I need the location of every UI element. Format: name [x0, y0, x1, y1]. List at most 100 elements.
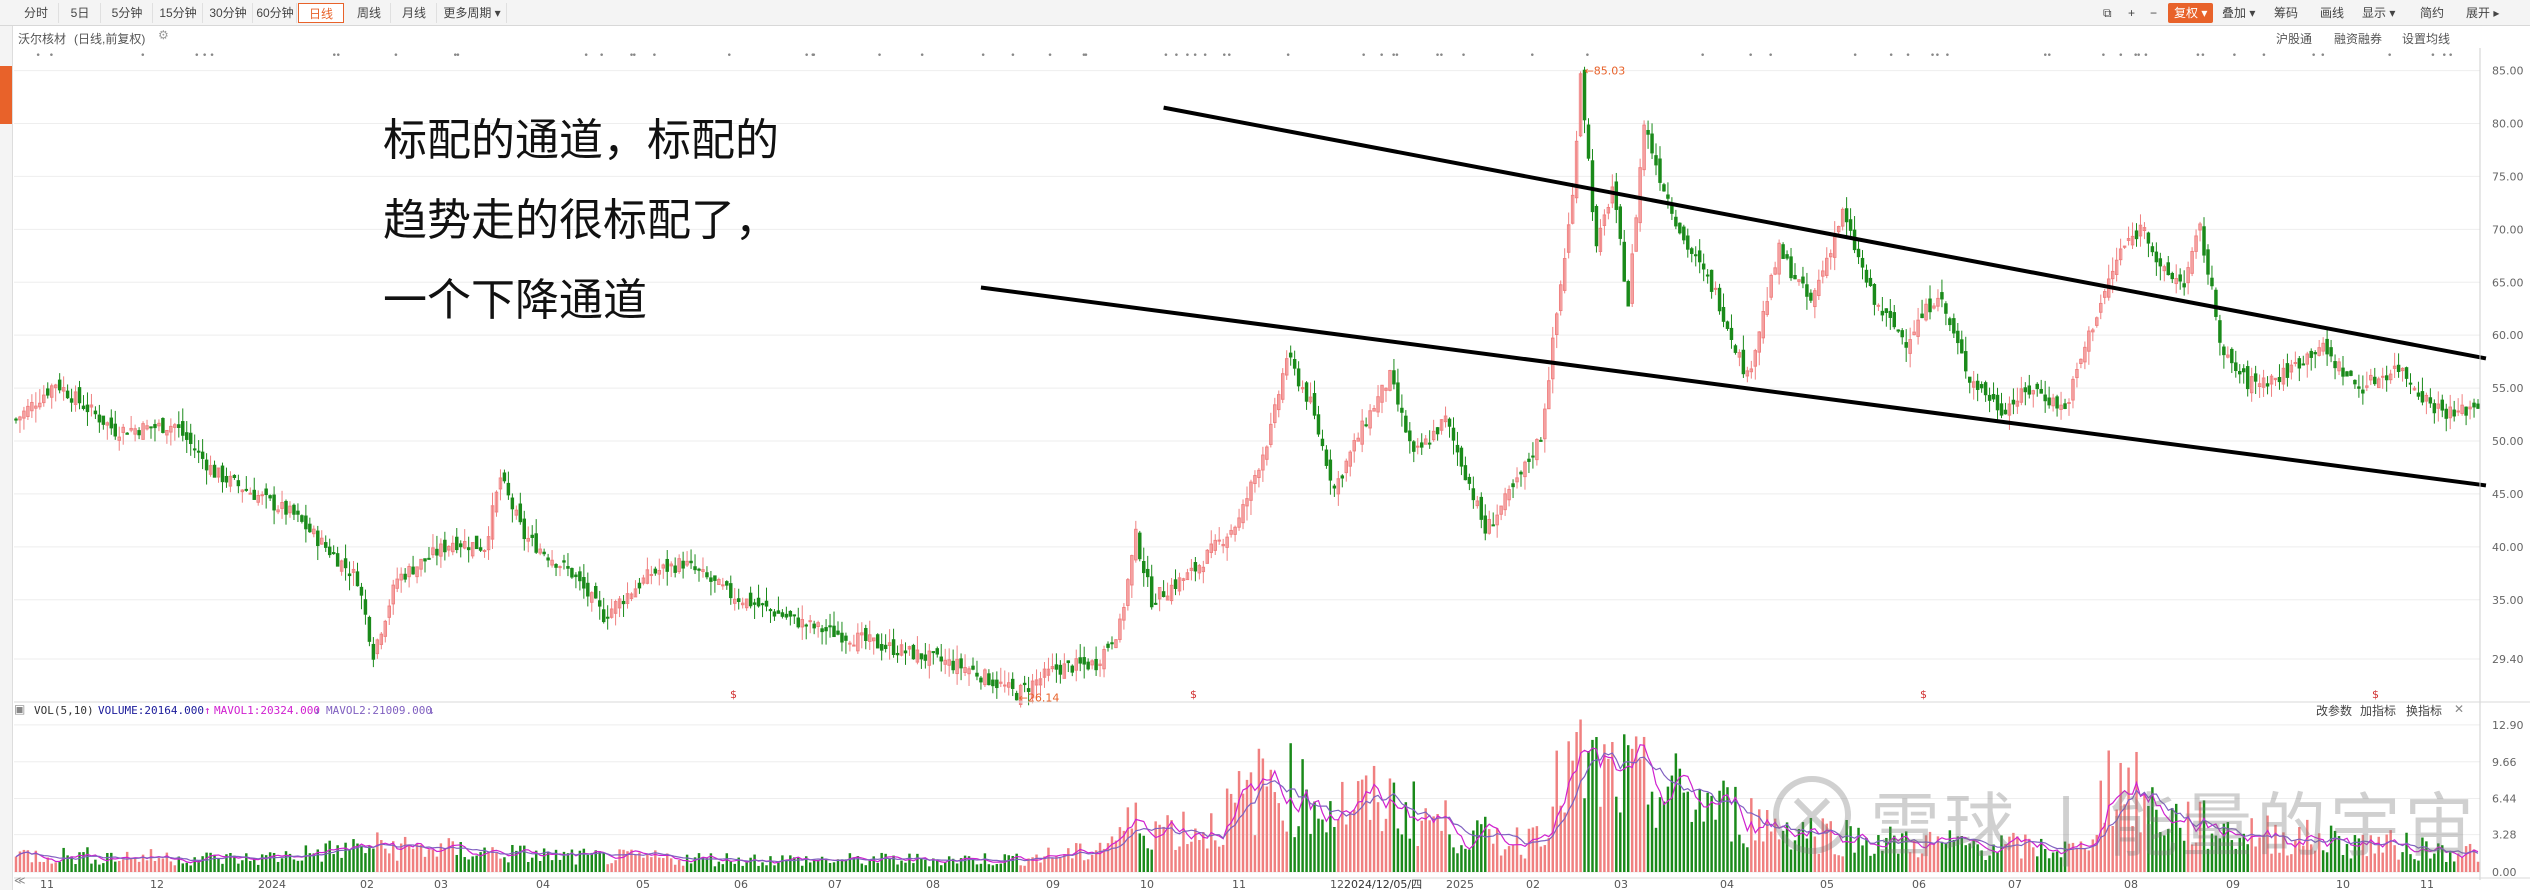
scroll-left-icon[interactable]: ≪ — [14, 875, 26, 887]
candle-body — [2003, 409, 2008, 415]
period-btn-30min[interactable]: 30分钟 — [204, 3, 253, 23]
candle-body — [1705, 274, 1710, 277]
period-toolbar: 分时 5日 5分钟 15分钟 30分钟 60分钟 日线 周线 月线 更多周期 ▾… — [0, 0, 2530, 26]
volume-bar — [1551, 806, 1554, 872]
link-set-ma[interactable]: 设置均线 — [2402, 32, 2451, 46]
candle-body — [212, 464, 217, 478]
period-btn-more[interactable]: 更多周期 ▾ — [438, 3, 507, 23]
volume-bar — [1920, 853, 1924, 872]
volume-bar — [781, 855, 784, 872]
event-dot: • — [2430, 51, 2435, 61]
candle-body — [625, 593, 630, 604]
period-btn-weekly[interactable]: 周线 — [348, 3, 391, 23]
candle-body — [951, 660, 955, 671]
link-margin-trading[interactable]: 融资融券 — [2334, 32, 2383, 46]
candle-body — [339, 560, 344, 572]
volume-bar — [435, 856, 439, 872]
volume-bar — [773, 865, 776, 872]
minus-icon[interactable]: − — [2150, 6, 2158, 20]
candle-body — [1284, 358, 1289, 376]
period-btn-5day[interactable]: 5日 — [60, 3, 101, 23]
event-dot: • — [1905, 51, 1910, 61]
volume-bar — [2294, 840, 2297, 872]
swap-indicator-button[interactable]: 换指标 — [2406, 704, 2443, 718]
volume-bar — [2310, 844, 2313, 872]
candle-body — [2099, 302, 2103, 313]
volume-bar — [213, 854, 216, 872]
volume-bars — [14, 719, 2480, 872]
add-indicator-button[interactable]: 加指标 — [2360, 704, 2397, 718]
simple-mode-button[interactable]: 简约 — [2420, 6, 2445, 20]
candle-body — [1201, 566, 1206, 573]
volume-bar — [538, 860, 542, 872]
volume-bar — [2202, 800, 2206, 872]
candle-body — [1789, 256, 1793, 279]
volume-bar — [2476, 861, 2480, 872]
candle-body — [1912, 331, 1916, 336]
event-dot: • — [2387, 51, 2392, 61]
settings-gear-icon[interactable]: ⚙ — [158, 28, 169, 42]
period-btn-60min[interactable]: 60分钟 — [254, 3, 297, 23]
volume-bar — [249, 861, 252, 872]
candle-body — [109, 417, 114, 429]
period-btn-15min[interactable]: 15分钟 — [154, 3, 203, 23]
candle-body — [2114, 259, 2119, 275]
volume-bar — [832, 862, 836, 872]
volume-bar — [709, 853, 713, 872]
volume-bar — [225, 854, 228, 872]
event-dot: • — [1585, 51, 1590, 61]
copy-icon[interactable]: ⧉ — [2103, 6, 2112, 20]
candle-body — [1261, 454, 1265, 471]
chips-button[interactable]: 筹码 — [2274, 6, 2299, 20]
candle-body — [208, 465, 213, 475]
collapse-icon[interactable]: ▣ — [14, 702, 26, 716]
volume-bar — [808, 862, 812, 872]
volume-bar — [995, 864, 999, 872]
expand-button[interactable]: 展开 ▸ — [2466, 6, 2500, 20]
volume-bar — [1190, 841, 1193, 872]
period-btn-monthly[interactable]: 月线 — [392, 3, 437, 23]
overlay-button[interactable]: 叠加 ▾ — [2222, 6, 2256, 20]
volume-bar — [2393, 845, 2396, 872]
volume-bar — [443, 848, 447, 872]
event-dot: • — [1461, 51, 1466, 61]
candle-body — [1320, 438, 1325, 447]
candle-body — [2464, 406, 2468, 416]
event-dot: • — [1174, 51, 1179, 61]
edit-params-button[interactable]: 改参数 — [2316, 704, 2353, 718]
volume-bar — [1980, 850, 1983, 872]
candle-body — [1880, 310, 1885, 316]
period-btn-5min[interactable]: 5分钟 — [102, 3, 153, 23]
volume-bar — [602, 852, 605, 872]
candle-body — [1495, 514, 1499, 526]
side-tab-marker[interactable] — [0, 66, 12, 124]
candle-body — [248, 492, 253, 495]
candle-body — [1010, 678, 1015, 689]
watermark-brand: 雪球 — [1870, 785, 2018, 867]
volume-bar — [1523, 858, 1527, 872]
candle-body — [2226, 354, 2230, 358]
overlay-label: 叠加 — [2222, 6, 2247, 20]
candle-body — [312, 528, 316, 535]
candle-body — [181, 421, 185, 436]
volume-bar — [1615, 796, 1618, 872]
candle-body — [574, 574, 578, 578]
plus-icon[interactable]: + — [2128, 6, 2136, 20]
draw-line-button[interactable]: 画线 — [2320, 6, 2345, 20]
display-button[interactable]: 显示 ▾ — [2362, 6, 2396, 20]
period-btn-daily[interactable]: 日线 — [298, 3, 344, 23]
volume-bar — [1515, 827, 1519, 872]
candle-body — [1773, 267, 1777, 275]
period-btn-intraday[interactable]: 分时 — [14, 3, 59, 23]
adjust-price-button[interactable]: 复权 ▾ — [2168, 3, 2214, 23]
close-icon[interactable]: ✕ — [2454, 702, 2465, 716]
volume-bar — [1090, 854, 1094, 872]
candle-body — [1562, 258, 1567, 291]
volume-bar — [62, 847, 65, 872]
volume-bar — [1186, 844, 1189, 872]
volume-bar — [1257, 748, 1261, 872]
candle-body — [1165, 595, 1170, 601]
volume-bar — [1114, 840, 1118, 872]
link-hk-connect[interactable]: 沪股通 — [2276, 32, 2313, 46]
volume-bar — [777, 862, 780, 872]
